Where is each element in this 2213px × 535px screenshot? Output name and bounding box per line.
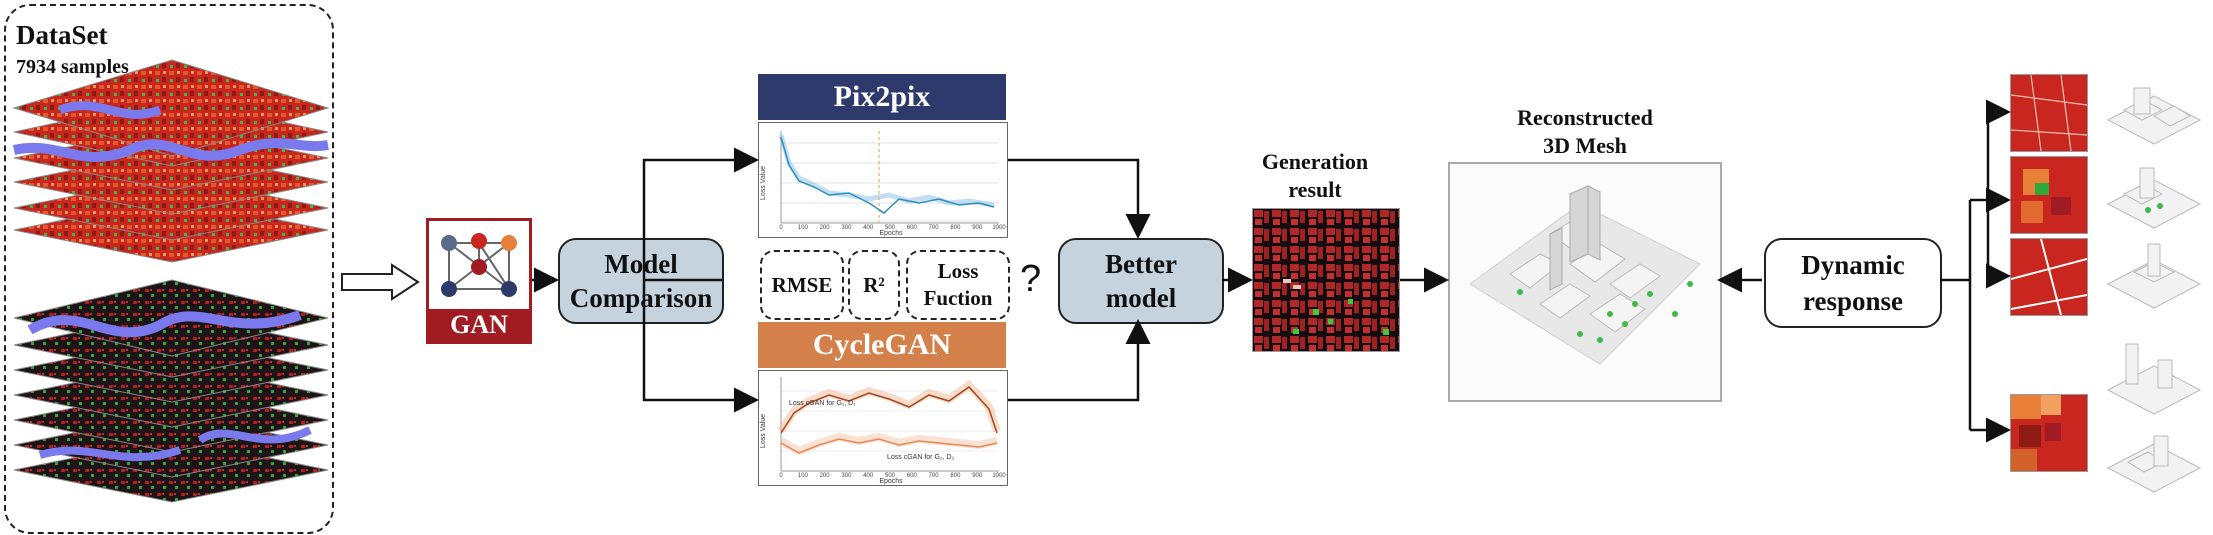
thumb-1 bbox=[2106, 87, 2202, 145]
cyclegan-header: CycleGAN bbox=[758, 322, 1006, 368]
metric-loss-function: Loss Fuction bbox=[906, 250, 1010, 320]
response-map-3 bbox=[2010, 238, 2088, 316]
cyclegan-series1-label: Loss cGAN for G₁, D₁ bbox=[789, 400, 856, 407]
metric-r2-label: R² bbox=[863, 272, 885, 297]
cyclegan-ylabel: Loss Value bbox=[760, 414, 767, 448]
cyclegan-series2-label: Loss cGAN for G₂, D₂ bbox=[887, 454, 955, 461]
cyclegan-loss-plot: Loss cGAN for G₁, D₁ Loss cGAN for G₂, D… bbox=[758, 370, 1008, 486]
pix2pix-header: Pix2pix bbox=[758, 74, 1006, 120]
x-tick-label: 200 bbox=[820, 225, 831, 231]
mesh-svg bbox=[1469, 185, 1701, 365]
x-tick-label: 100 bbox=[798, 473, 809, 479]
metric-rmse: RMSE bbox=[760, 250, 844, 320]
x-tick-label: 0 bbox=[779, 473, 783, 479]
model-comparison-line1: Model bbox=[604, 249, 678, 279]
pix2pix-loss-plot: Loss Value Epochs 0 100 200 300 400 500 600 700… bbox=[758, 122, 1008, 238]
x-tick-label: 900 bbox=[972, 473, 983, 479]
generation-map-svg bbox=[1253, 209, 1399, 351]
x-tick-label: 600 bbox=[907, 473, 918, 479]
dataset-layers-red bbox=[12, 59, 330, 263]
x-tick-label: 300 bbox=[841, 473, 852, 479]
gan-label: GAN bbox=[429, 309, 529, 341]
dynamic-response-line1: Dynamic bbox=[1801, 250, 1905, 280]
dataset-panel bbox=[4, 4, 334, 534]
x-tick-label: 900 bbox=[972, 225, 983, 231]
thumb-4 bbox=[2106, 343, 2202, 415]
reconstructed-line2: 3D Mesh bbox=[1543, 133, 1627, 158]
x-tick-label: 300 bbox=[841, 225, 852, 231]
x-tick-label: 100 bbox=[798, 225, 809, 231]
pix2pix-plot-svg: Loss Value Epochs 0 100 200 300 400 500 600 700… bbox=[760, 131, 1006, 237]
x-tick-label: 500 bbox=[885, 225, 896, 231]
reconstructed-line1: Reconstructed bbox=[1517, 105, 1653, 130]
metric-rmse-label: RMSE bbox=[771, 272, 833, 297]
x-tick-label: 700 bbox=[929, 473, 940, 479]
dataset-layer-stack bbox=[12, 59, 330, 503]
model-comparison-box: Model Comparison bbox=[558, 238, 724, 324]
pix2pix-ylabel: Loss Value bbox=[760, 166, 767, 200]
question-mark: ? bbox=[1020, 258, 1042, 300]
cyclegan-xlabel: Epochs bbox=[879, 478, 903, 485]
thumb-5 bbox=[2106, 435, 2202, 493]
cyclegan-plot-svg: Loss cGAN for G₁, D₁ Loss cGAN for G₂, D… bbox=[760, 377, 1006, 485]
dataset-title: DataSet bbox=[16, 20, 108, 50]
response-map-1 bbox=[2010, 74, 2088, 152]
thumb-3 bbox=[2106, 243, 2202, 309]
x-tick-label: 700 bbox=[929, 225, 940, 231]
better-model-line2: model bbox=[1105, 283, 1177, 313]
metric-r2: R² bbox=[848, 250, 900, 320]
x-tick-label: 200 bbox=[820, 473, 831, 479]
response-3d-thumbnails bbox=[2106, 87, 2202, 493]
x-tick-label: 1000 bbox=[992, 225, 1006, 231]
x-tick-label: 400 bbox=[863, 473, 874, 479]
generation-result-line1: Generation bbox=[1261, 149, 1369, 174]
x-tick-label: 400 bbox=[863, 225, 874, 231]
x-tick-label: 800 bbox=[950, 225, 961, 231]
reconstructed-3d-mesh bbox=[1448, 162, 1722, 402]
better-model-line1: Better bbox=[1105, 249, 1177, 279]
better-model-box: Better model bbox=[1058, 238, 1224, 324]
response-map-2 bbox=[2010, 156, 2088, 234]
generation-result-label: Generation result bbox=[1240, 148, 1390, 204]
x-tick-label: 800 bbox=[950, 473, 961, 479]
reconstructed-label: Reconstructed 3D Mesh bbox=[1450, 104, 1720, 160]
generation-result-map bbox=[1252, 208, 1400, 352]
gan-icon: GAN bbox=[426, 218, 532, 344]
metric-loss-label: Loss Fuction bbox=[923, 259, 993, 310]
dynamic-response-box: Dynamic response bbox=[1764, 238, 1942, 328]
model-comparison-line2: Comparison bbox=[569, 283, 713, 313]
dataset-layers-dark bbox=[13, 279, 329, 503]
generation-result-line2: result bbox=[1288, 177, 1342, 202]
dataset-to-gan-arrow bbox=[341, 263, 420, 301]
pix2pix-xlabel: Epochs bbox=[879, 230, 903, 237]
response-map-4 bbox=[2010, 394, 2088, 472]
x-tick-label: 1000 bbox=[992, 473, 1006, 479]
network-icon bbox=[441, 233, 517, 297]
x-tick-label: 0 bbox=[779, 225, 783, 231]
dynamic-response-line2: response bbox=[1802, 286, 1903, 316]
x-tick-label: 600 bbox=[907, 225, 918, 231]
x-tick-label: 500 bbox=[885, 473, 896, 479]
dataset-sample-count: 7934 samples bbox=[16, 56, 129, 78]
thumb-2 bbox=[2106, 167, 2202, 229]
